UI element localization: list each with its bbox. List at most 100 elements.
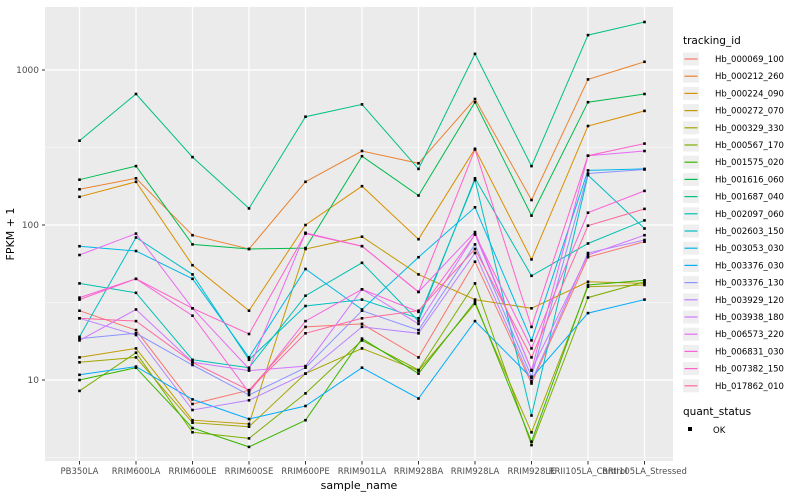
- data-point: [134, 177, 138, 180]
- data-point: [530, 414, 533, 417]
- data-point: [643, 282, 646, 285]
- data-point: [360, 244, 364, 248]
- data-point: [417, 368, 420, 372]
- data-point: [134, 328, 138, 332]
- data-point: [191, 418, 194, 422]
- legend-label: Hb_001575_020: [715, 158, 784, 168]
- data-point: [417, 372, 420, 375]
- data-point: [304, 404, 307, 408]
- data-point: [586, 124, 590, 128]
- data-point: [78, 253, 81, 257]
- data-point: [530, 258, 533, 261]
- x-tick-label: RRIM600LA: [112, 467, 161, 477]
- data-point: [134, 319, 138, 323]
- x-tick-label: RRIM600SE: [225, 467, 274, 477]
- data-point: [643, 238, 646, 242]
- y-axis-title: FPKM + 1: [4, 208, 17, 261]
- data-point: [586, 78, 590, 81]
- legend-label: Hb_000212_260: [715, 72, 784, 82]
- legend-label: Hb_000329_330: [715, 124, 784, 134]
- data-point: [473, 302, 477, 306]
- data-point: [304, 418, 307, 422]
- x-tick-label: RRIM928LA: [451, 467, 500, 477]
- data-point: [360, 184, 364, 188]
- data-point: [473, 298, 477, 301]
- data-point: [247, 332, 251, 336]
- x-tick-label: RRIM600PE: [281, 467, 329, 477]
- data-point: [586, 255, 590, 259]
- data-point: [78, 178, 81, 181]
- data-point: [304, 366, 307, 369]
- data-point: [304, 115, 307, 118]
- data-point: [191, 421, 194, 424]
- data-point: [586, 173, 590, 177]
- data-point: [78, 195, 81, 199]
- x-tick-label: RRIM901LA: [338, 467, 387, 477]
- data-point: [530, 198, 533, 202]
- data-point: [360, 154, 364, 158]
- data-point: [134, 347, 138, 350]
- data-point: [643, 109, 646, 113]
- data-point: [360, 288, 364, 291]
- y-tick-label: 10: [28, 376, 40, 386]
- data-point: [530, 274, 533, 278]
- data-point: [191, 233, 194, 237]
- data-point: [417, 328, 420, 332]
- data-point: [643, 240, 646, 243]
- data-point: [360, 149, 364, 153]
- data-point: [417, 194, 420, 197]
- data-point: [247, 367, 251, 371]
- data-point: [360, 261, 364, 265]
- data-point: [586, 242, 590, 245]
- legend-label: Hb_006573_220: [715, 330, 784, 340]
- data-point: [643, 233, 646, 237]
- x-tick-label: RRIM928LE: [508, 467, 556, 477]
- data-point: [247, 369, 251, 372]
- data-point: [360, 325, 364, 329]
- data-point: [191, 307, 194, 310]
- legend-label: Hb_001616_060: [715, 175, 784, 185]
- legend-title-tracking-id: tracking_id: [683, 35, 741, 47]
- data-point: [78, 389, 81, 393]
- data-point: [134, 164, 138, 168]
- x-tick-label: RRIM600LE: [169, 467, 217, 477]
- data-point: [417, 309, 420, 312]
- data-point: [530, 440, 533, 443]
- data-point: [586, 285, 590, 288]
- data-point: [417, 273, 420, 276]
- data-point: [78, 339, 81, 342]
- data-point: [304, 180, 307, 184]
- legend-label: Hb_003053_030: [715, 244, 784, 254]
- data-point: [643, 207, 646, 211]
- data-point: [191, 361, 194, 364]
- data-point: [78, 188, 81, 191]
- data-point: [247, 393, 251, 397]
- data-point: [417, 237, 420, 241]
- data-point: [304, 372, 307, 375]
- data-point: [473, 319, 477, 323]
- data-point: [247, 391, 251, 394]
- data-point: [530, 347, 533, 350]
- data-point: [586, 211, 590, 214]
- data-point: [360, 347, 364, 350]
- data-point: [78, 337, 81, 340]
- data-point: [586, 283, 590, 287]
- data-point: [78, 244, 81, 248]
- data-point: [417, 356, 420, 359]
- data-point: [586, 253, 590, 257]
- legend-label: Hb_017862_010: [715, 382, 784, 392]
- x-tick-label: PB350LA: [61, 467, 99, 477]
- data-point: [643, 60, 646, 64]
- data-point: [304, 232, 307, 235]
- x-axis-title: sample_name: [321, 479, 398, 492]
- y-tick-label: 100: [22, 221, 39, 231]
- data-point: [191, 314, 194, 317]
- data-point: [247, 425, 251, 428]
- data-point: [78, 298, 81, 301]
- data-point: [473, 233, 477, 236]
- data-point: [191, 243, 194, 246]
- data-point: [134, 333, 138, 337]
- data-point: [530, 443, 533, 447]
- data-point: [360, 103, 364, 106]
- data-point: [530, 375, 533, 378]
